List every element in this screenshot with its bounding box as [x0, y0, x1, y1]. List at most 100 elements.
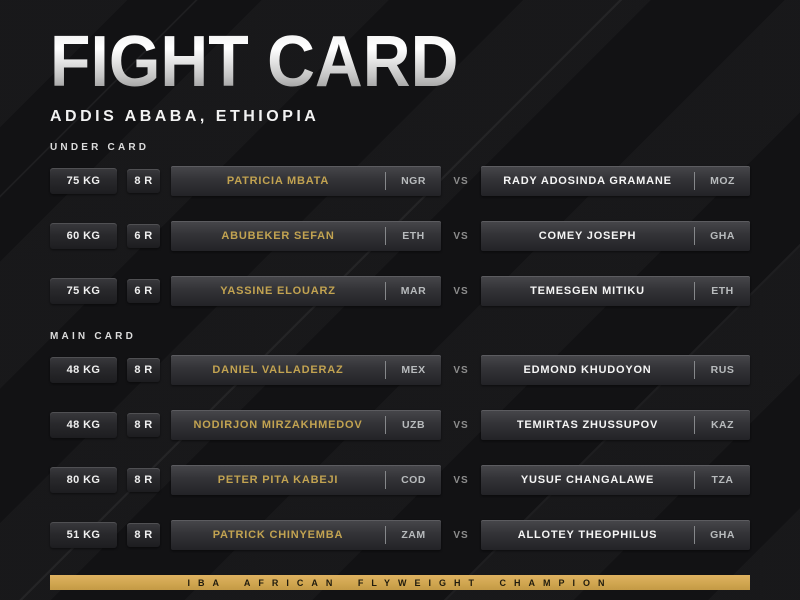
country-divider	[694, 172, 695, 190]
country-divider	[385, 282, 386, 300]
fighter-blue-name: TEMIRTAS ZHUSSUPOV	[516, 419, 659, 431]
vs-label: VS	[453, 230, 469, 242]
fight-row: 60 KG 6 R ABUBEKER SEFAN ETH VS COMEY JO…	[50, 221, 750, 251]
fighter-red-box: NODIRJON MIRZAKHMEDOV UZB	[171, 410, 441, 440]
fight-row: 75 KG 6 R YASSINE ELOUARZ MAR VS TEMESGE…	[50, 276, 750, 306]
fighter-red-box: DANIEL VALLADERAZ MEX	[171, 355, 441, 385]
fight-row: 51 KG 8 R PATRICK CHINYEMBA ZAM VS ALLOT…	[50, 520, 750, 550]
vs-label: VS	[453, 474, 469, 486]
country-divider	[694, 282, 695, 300]
fighter-blue-country: MOZ	[710, 175, 735, 187]
champion-banner-text: IBA AFRICAN FLYWEIGHT CHAMPION	[187, 577, 613, 588]
fighter-blue-name: TEMESGEN MITIKU	[530, 285, 645, 297]
weight-label: 75 KG	[66, 175, 101, 187]
rounds-box: 8 R	[127, 358, 160, 382]
rounds-label: 8 R	[134, 364, 153, 376]
weight-box: 75 KG	[50, 168, 117, 194]
vs-label: VS	[453, 285, 469, 297]
fighter-red-name: YASSINE ELOUARZ	[220, 285, 336, 297]
fighter-blue-box: TEMESGEN MITIKU ETH	[481, 276, 750, 306]
fight-row: 75 KG 8 R PATRICIA MBATA NGR VS RADY ADO…	[50, 166, 750, 196]
page-title: FIGHT CARD	[50, 26, 694, 98]
champion-banner: IBA AFRICAN FLYWEIGHT CHAMPION	[50, 575, 750, 590]
fighter-red-country: UZB	[401, 419, 426, 431]
country-divider	[385, 471, 386, 489]
rounds-box: 8 R	[127, 468, 160, 492]
fighter-red-box: ABUBEKER SEFAN ETH	[171, 221, 441, 251]
rounds-label: 8 R	[134, 175, 153, 187]
vs-label: VS	[453, 419, 469, 431]
weight-box: 75 KG	[50, 278, 117, 304]
weight-label: 48 KG	[66, 419, 101, 431]
fighter-red-country: ETH	[402, 230, 425, 242]
fighter-red-country: MAR	[400, 285, 427, 297]
vs-label: VS	[453, 364, 469, 376]
fighter-blue-name: ALLOTEY THEOPHILUS	[517, 529, 658, 541]
fighter-blue-name: YUSUF CHANGALAWE	[520, 474, 655, 486]
rounds-box: 8 R	[127, 523, 160, 547]
weight-box: 80 KG	[50, 467, 117, 493]
country-divider	[385, 227, 386, 245]
fighter-blue-country: ETH	[711, 285, 734, 297]
fighter-red-name: PETER PITA KABEJI	[217, 474, 339, 486]
fighter-blue-country: RUS	[710, 364, 735, 376]
main-card-fight-list: 48 KG 8 R DANIEL VALLADERAZ MEX VS EDMON…	[50, 355, 750, 550]
fighter-red-box: PATRICIA MBATA NGR	[171, 166, 441, 196]
country-divider	[385, 526, 386, 544]
section-label-under-card: UNDER CARD	[50, 142, 150, 153]
fighter-blue-country: KAZ	[710, 419, 735, 431]
fighter-blue-box: ALLOTEY THEOPHILUS GHA	[481, 520, 750, 550]
fighter-red-box: PATRICK CHINYEMBA ZAM	[171, 520, 441, 550]
weight-box: 48 KG	[50, 412, 117, 438]
country-divider	[694, 227, 695, 245]
weight-label: 80 KG	[66, 474, 101, 486]
fighter-red-name: NODIRJON MIRZAKHMEDOV	[193, 419, 363, 431]
weight-label: 75 KG	[66, 285, 101, 297]
weight-label: 48 KG	[66, 364, 101, 376]
fighter-red-country: ZAM	[401, 529, 426, 541]
fighter-blue-name: COMEY JOSEPH	[538, 230, 637, 242]
fighter-red-name: PATRICK CHINYEMBA	[212, 529, 344, 541]
rounds-label: 6 R	[134, 285, 153, 297]
rounds-label: 8 R	[134, 529, 153, 541]
rounds-label: 8 R	[134, 474, 153, 486]
country-divider	[385, 416, 386, 434]
fighter-blue-box: RADY ADOSINDA GRAMANE MOZ	[481, 166, 750, 196]
fight-row: 80 KG 8 R PETER PITA KABEJI COD VS YUSUF…	[50, 465, 750, 495]
fighter-red-name: ABUBEKER SEFAN	[221, 230, 335, 242]
section-label-main-card: MAIN CARD	[50, 331, 137, 342]
fighter-red-box: PETER PITA KABEJI COD	[171, 465, 441, 495]
event-location: ADDIS ABABA, ETHIOPIA	[50, 108, 320, 125]
fighter-blue-name: RADY ADOSINDA GRAMANE	[503, 175, 672, 187]
country-divider	[385, 172, 386, 190]
rounds-box: 6 R	[127, 224, 160, 248]
vs-label: VS	[453, 529, 469, 541]
fighter-blue-country: TZA	[711, 474, 734, 486]
fighter-blue-box: YUSUF CHANGALAWE TZA	[481, 465, 750, 495]
fight-row: 48 KG 8 R DANIEL VALLADERAZ MEX VS EDMON…	[50, 355, 750, 385]
country-divider	[694, 361, 695, 379]
rounds-box: 8 R	[127, 413, 160, 437]
fighter-blue-name: EDMOND KHUDOYON	[523, 364, 652, 376]
under-card-fight-list: 75 KG 8 R PATRICIA MBATA NGR VS RADY ADO…	[50, 166, 750, 306]
fighter-red-country: NGR	[401, 175, 426, 187]
weight-box: 60 KG	[50, 223, 117, 249]
fighter-red-box: YASSINE ELOUARZ MAR	[171, 276, 441, 306]
rounds-label: 8 R	[134, 419, 153, 431]
country-divider	[694, 416, 695, 434]
fighter-red-country: MEX	[401, 364, 426, 376]
fighter-blue-box: TEMIRTAS ZHUSSUPOV KAZ	[481, 410, 750, 440]
fighter-blue-country: GHA	[710, 529, 735, 541]
fighter-blue-country: GHA	[710, 230, 735, 242]
country-divider	[694, 526, 695, 544]
country-divider	[694, 471, 695, 489]
country-divider	[385, 361, 386, 379]
fighter-red-country: COD	[401, 474, 426, 486]
fighter-red-name: PATRICIA MBATA	[226, 175, 330, 187]
fighter-blue-box: EDMOND KHUDOYON RUS	[481, 355, 750, 385]
fight-row: 48 KG 8 R NODIRJON MIRZAKHMEDOV UZB VS T…	[50, 410, 750, 440]
weight-box: 51 KG	[50, 522, 117, 548]
rounds-label: 6 R	[134, 230, 153, 242]
weight-box: 48 KG	[50, 357, 117, 383]
